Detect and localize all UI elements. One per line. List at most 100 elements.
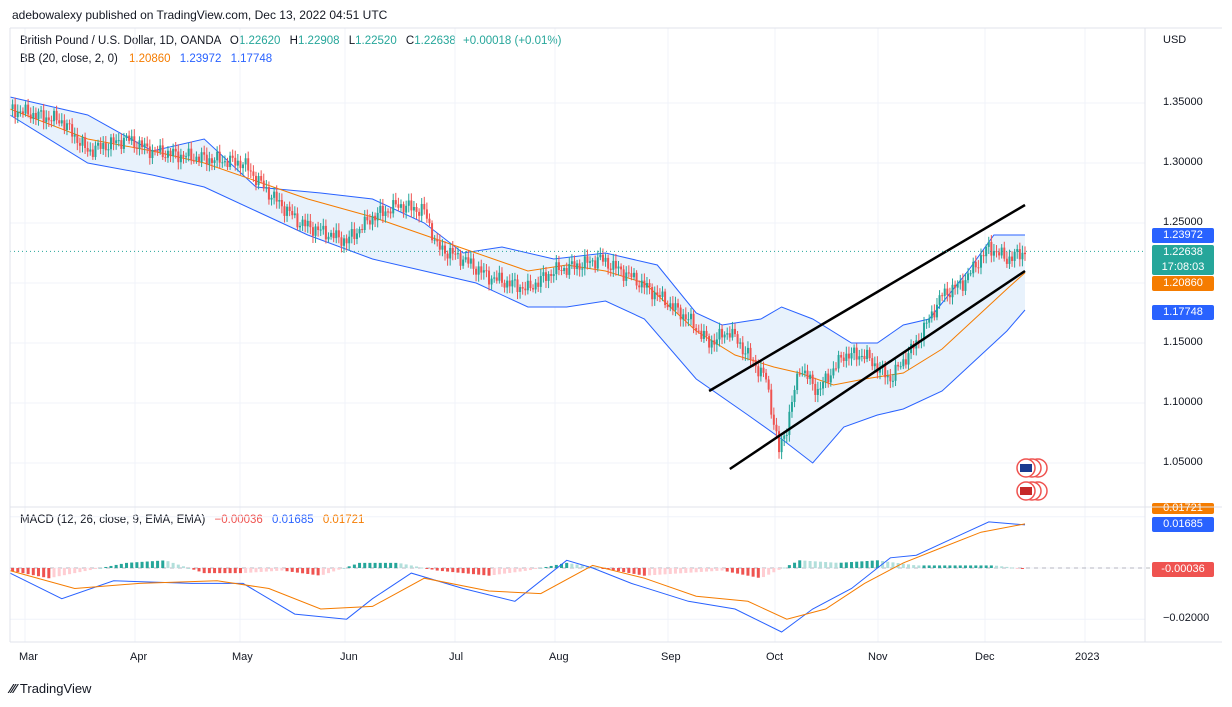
macd-histogram-bar bbox=[36, 568, 40, 577]
candle-body bbox=[42, 110, 45, 123]
candle-body bbox=[961, 280, 964, 291]
candle-body bbox=[671, 303, 674, 311]
candle-body bbox=[560, 270, 563, 272]
macd-histogram-bar bbox=[585, 566, 589, 568]
candle-body bbox=[309, 220, 312, 228]
macd-histogram-bar bbox=[435, 568, 439, 571]
candle-body bbox=[889, 376, 892, 382]
candle-body bbox=[265, 186, 268, 189]
candle-body bbox=[687, 319, 690, 321]
candle-body bbox=[249, 170, 252, 172]
macd-histogram-bar bbox=[301, 568, 305, 574]
bb-label[interactable]: BB (20, close, 2, 0) bbox=[20, 53, 118, 65]
macd-histogram-bar bbox=[606, 568, 610, 570]
candle-body bbox=[24, 104, 27, 114]
macd-histogram-bar bbox=[622, 568, 626, 573]
candle-body bbox=[247, 158, 250, 171]
candle-body bbox=[374, 215, 377, 221]
macd-histogram-bar bbox=[560, 563, 564, 568]
macd-histogram-bar bbox=[912, 565, 916, 568]
macd-histogram-bar bbox=[399, 563, 403, 568]
candle-body bbox=[195, 156, 198, 161]
candle-body bbox=[164, 157, 167, 159]
candle-body bbox=[493, 277, 496, 279]
macd-histogram-bar bbox=[544, 566, 548, 568]
macd-histogram-bar bbox=[782, 567, 786, 569]
macd-histogram-bar bbox=[156, 560, 160, 568]
macd-histogram-bar bbox=[901, 563, 905, 568]
candle-body bbox=[262, 180, 265, 189]
candle-body bbox=[446, 253, 449, 259]
macd-histogram-bar bbox=[57, 568, 61, 577]
candle-body bbox=[239, 160, 242, 169]
price-tick: 1.30000 bbox=[1163, 156, 1203, 168]
macd-histogram-bar bbox=[238, 568, 242, 574]
candle-body bbox=[923, 322, 926, 340]
candle-body bbox=[778, 431, 781, 453]
candle-body bbox=[216, 151, 219, 161]
candle-body bbox=[1005, 258, 1008, 264]
macd-histogram-bar bbox=[580, 565, 584, 568]
candle-body bbox=[84, 137, 87, 149]
uk-flag-icon bbox=[1020, 464, 1032, 472]
candle-body bbox=[229, 155, 232, 167]
candle-body bbox=[599, 254, 602, 258]
candle-body bbox=[433, 239, 436, 241]
bb-lower-value: 1.17748 bbox=[230, 53, 273, 65]
macd-histogram-bar bbox=[839, 562, 843, 568]
candle-body bbox=[842, 357, 845, 362]
macd-signal-line bbox=[9, 523, 1026, 620]
macd-histogram-bar bbox=[487, 568, 491, 576]
macd-line-tag: 0.01685 bbox=[1152, 517, 1214, 532]
candle-body bbox=[772, 414, 775, 425]
candle-body bbox=[734, 328, 736, 335]
candle-body bbox=[521, 287, 524, 289]
candle-body bbox=[508, 280, 511, 287]
macd-histogram-bar bbox=[518, 568, 522, 572]
candle-body bbox=[210, 158, 213, 163]
macd-histogram-bar bbox=[989, 565, 993, 568]
macd-histogram-bar bbox=[1020, 568, 1024, 569]
macd-histogram-bar bbox=[984, 565, 988, 568]
macd-histogram-bar bbox=[223, 568, 227, 574]
symbol-name[interactable]: British Pound / U.S. Dollar, 1D, OANDA bbox=[20, 35, 221, 47]
macd-histogram-bar bbox=[207, 568, 211, 574]
candle-body bbox=[933, 311, 936, 318]
macd-histogram-bar bbox=[963, 565, 967, 568]
candle-body bbox=[179, 154, 182, 163]
candle-body bbox=[177, 151, 180, 163]
candle-body bbox=[645, 283, 648, 288]
macd-histogram-bar bbox=[415, 566, 419, 568]
macd-histogram-bar bbox=[637, 568, 641, 575]
macd-histogram-bar bbox=[1010, 567, 1014, 569]
macd-histogram-bar bbox=[818, 561, 822, 568]
candle-body bbox=[394, 200, 397, 205]
macd-histogram-bar bbox=[409, 565, 413, 568]
candle-body bbox=[503, 282, 506, 288]
macd-histogram-bar bbox=[389, 562, 393, 568]
candle-body bbox=[154, 149, 156, 151]
candle-body bbox=[221, 162, 224, 164]
macd-histogram-bar bbox=[834, 562, 838, 568]
macd-histogram-bar bbox=[358, 562, 362, 568]
candle-body bbox=[891, 380, 894, 382]
macd-histogram-bar bbox=[565, 562, 569, 568]
brand-footer[interactable]: ⁄⁄⁄ TradingView bbox=[10, 681, 91, 696]
candle-body bbox=[187, 148, 190, 157]
candle-body bbox=[1018, 249, 1021, 260]
candle-body bbox=[974, 261, 977, 268]
candle-body bbox=[58, 120, 61, 124]
candle-body bbox=[897, 364, 900, 367]
candle-body bbox=[982, 255, 985, 257]
candle-body bbox=[879, 367, 881, 373]
last-price-value: 1.22638 bbox=[1163, 246, 1203, 258]
candle-body bbox=[34, 112, 37, 120]
candle-body bbox=[314, 226, 317, 236]
candle-body bbox=[689, 313, 692, 320]
candle-body bbox=[718, 328, 721, 340]
macd-histogram-bar bbox=[513, 568, 517, 573]
candle-body bbox=[979, 255, 982, 268]
candle-body bbox=[829, 375, 832, 383]
candle-body bbox=[744, 353, 747, 355]
